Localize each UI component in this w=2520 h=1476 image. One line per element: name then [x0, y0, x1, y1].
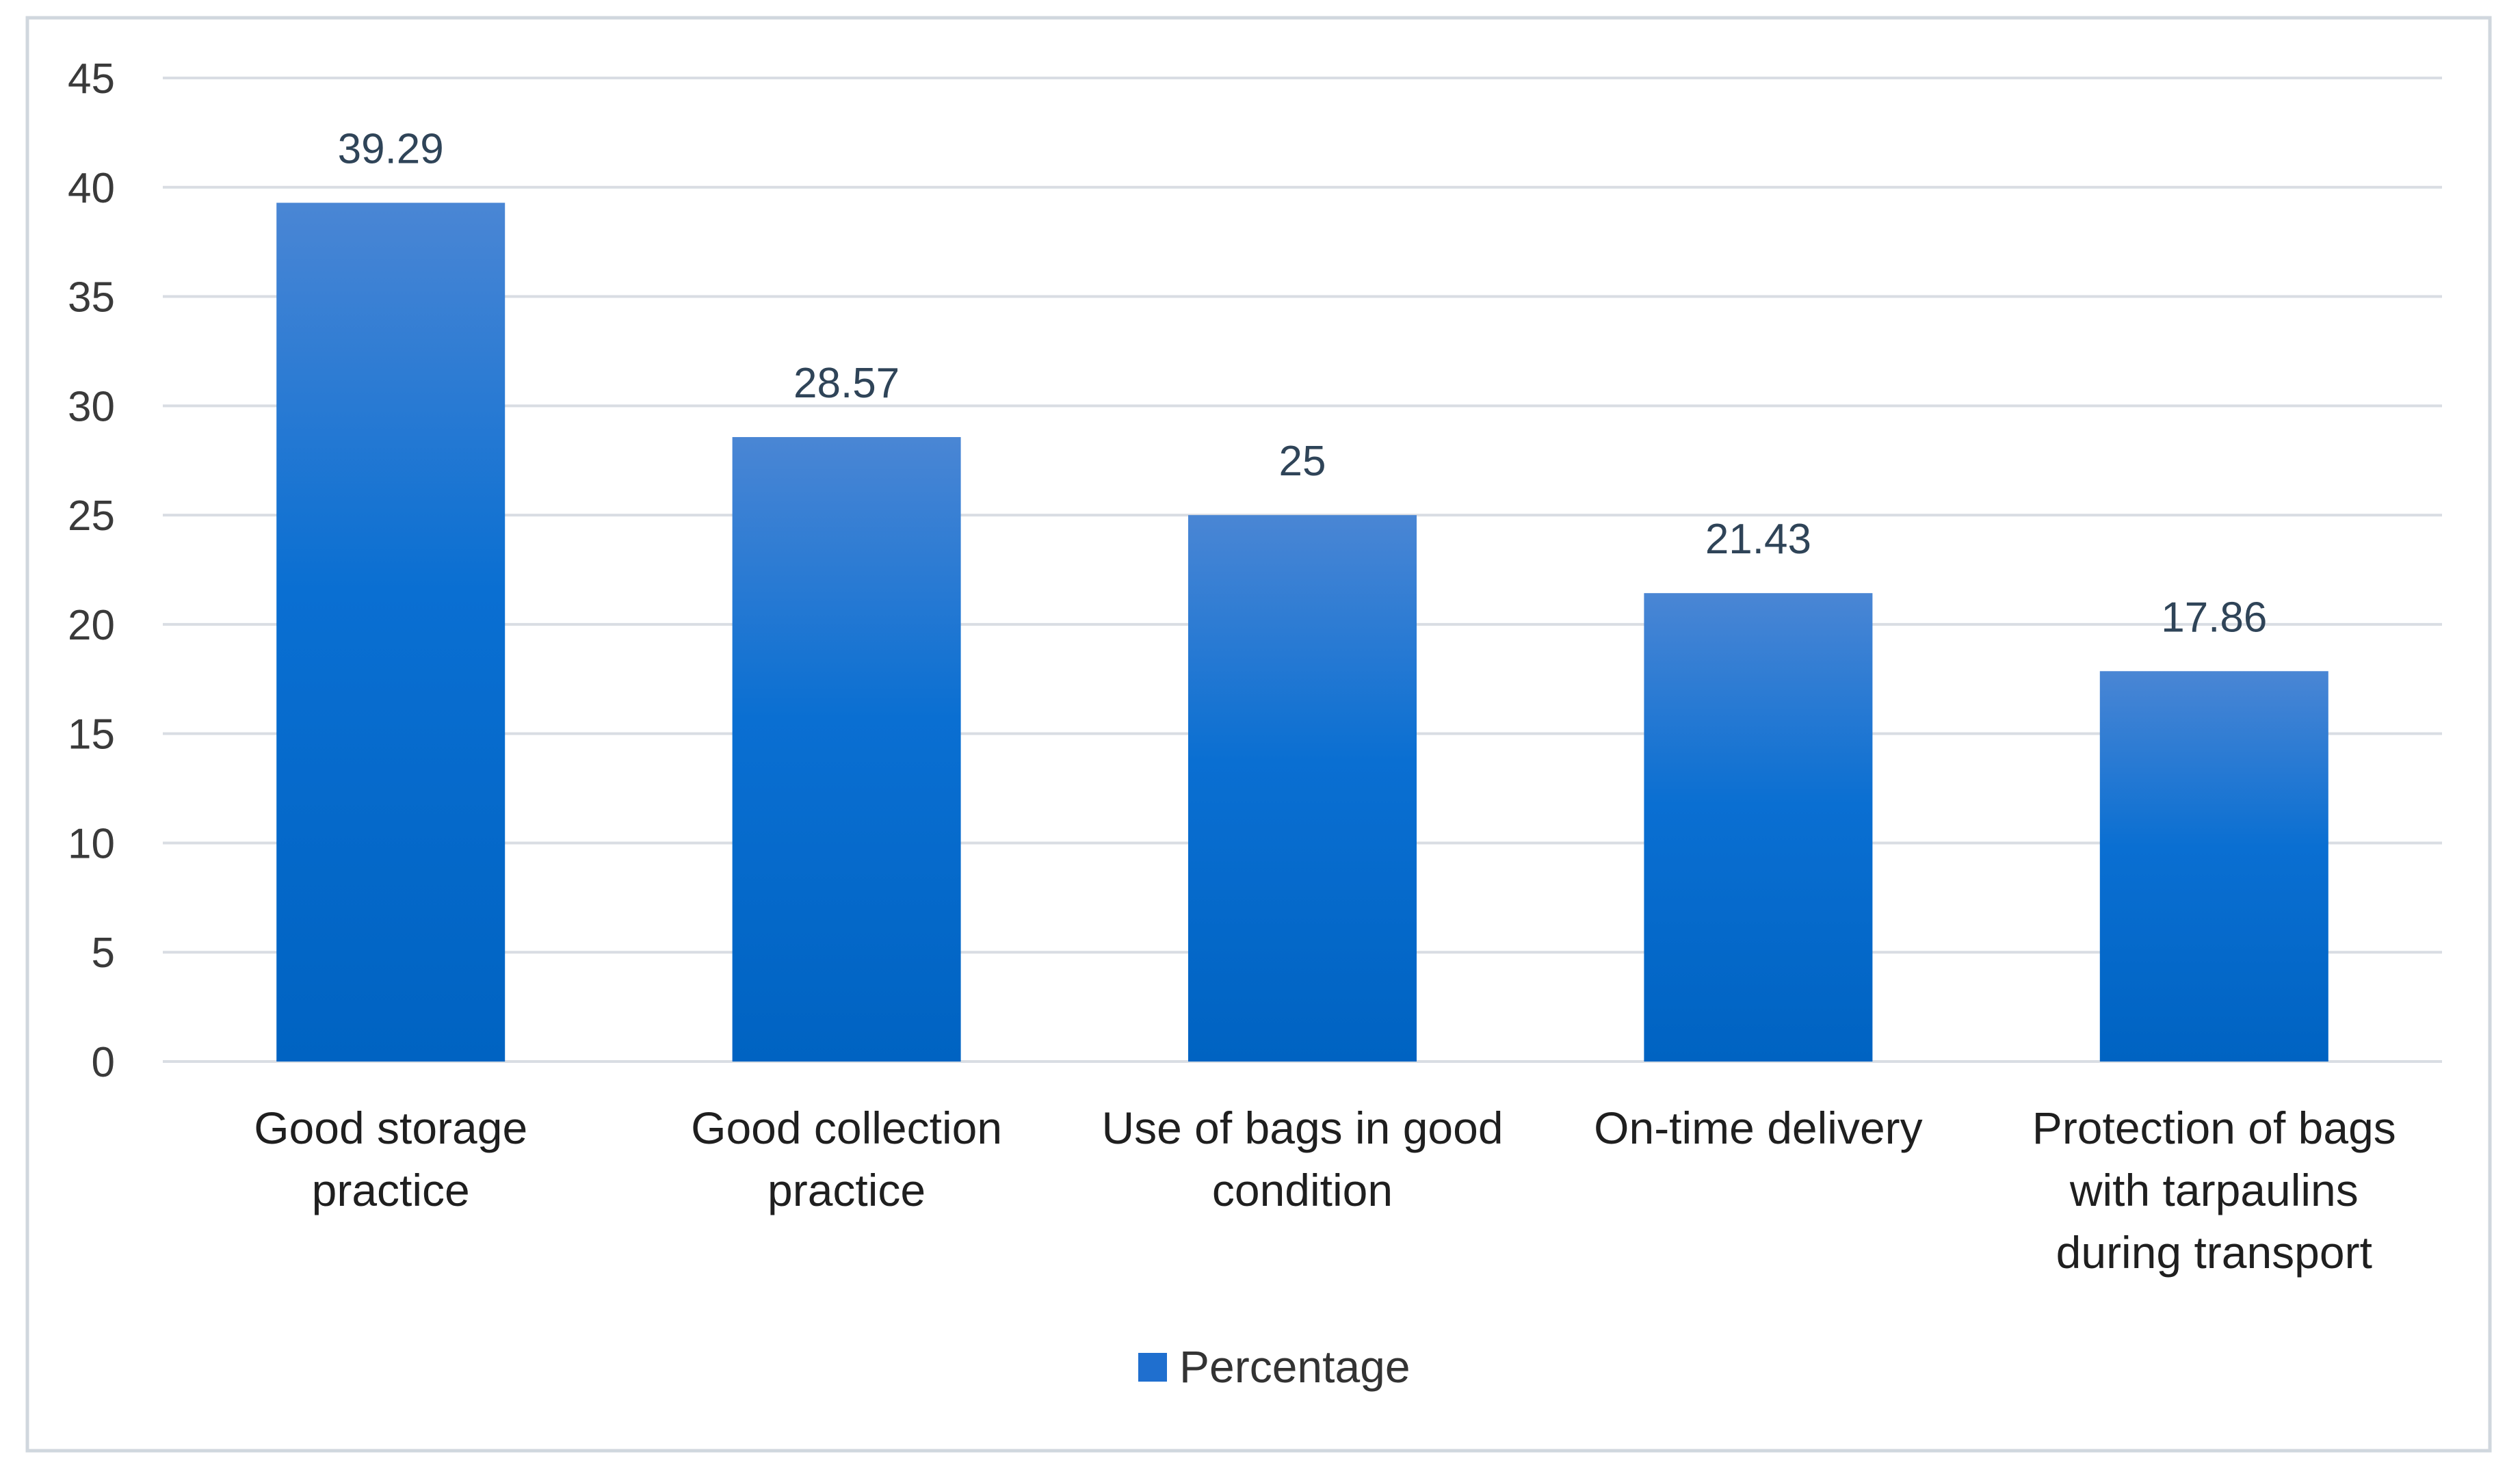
category-label-line: Good collection [691, 1103, 1002, 1153]
y-tick-label-35: 35 [68, 274, 115, 321]
category-label-line: Protection of bags [2032, 1103, 2396, 1153]
y-tick-label-15: 15 [68, 711, 115, 759]
data-label-4: 17.86 [2161, 594, 2267, 641]
category-label-line: On-time delivery [1594, 1103, 1922, 1153]
data-label-1: 28.57 [793, 360, 900, 407]
data-label-0: 39.29 [338, 125, 444, 172]
category-label-line: during transport [2056, 1227, 2372, 1278]
category-label-line: Good storage [254, 1103, 527, 1153]
category-label-2: Use of bags in good condition [1101, 1103, 1503, 1215]
legend: Percentage [1138, 1341, 1410, 1392]
y-tick-label-0: 0 [92, 1039, 115, 1086]
category-label-line: Use of bags in good [1101, 1103, 1503, 1153]
category-label-4: Protection of bags with tarpaulins during … [2032, 1103, 2396, 1278]
gridlines [163, 77, 2442, 1063]
category-label-line: practice [312, 1165, 470, 1215]
category-label-line: condition [1212, 1165, 1393, 1215]
legend-label-percentage: Percentage [1179, 1341, 1410, 1392]
x-axis-category-labels: Good storage practice Good collection pract… [254, 1103, 2396, 1278]
category-label-line: practice [767, 1165, 926, 1215]
data-label-2: 25 [1279, 438, 1326, 485]
y-axis-tick-labels: 0 5 10 15 20 25 30 35 40 45 [68, 55, 115, 1086]
legend-swatch [1138, 1353, 1167, 1382]
y-tick-label-5: 5 [92, 930, 115, 977]
y-tick-label-40: 40 [68, 165, 115, 212]
y-tick-label-30: 30 [68, 383, 115, 430]
bar-1 [732, 437, 961, 1062]
y-tick-label-25: 25 [68, 492, 115, 540]
y-tick-label-10: 10 [68, 820, 115, 867]
category-label-line: with tarpaulins [2069, 1165, 2359, 1215]
category-label-0: Good storage practice [254, 1103, 527, 1215]
data-label-3: 21.43 [1705, 516, 1811, 563]
bars [276, 202, 2328, 1062]
bar-4 [2099, 671, 2328, 1062]
y-tick-label-45: 45 [68, 55, 115, 103]
category-label-1: Good collection practice [691, 1103, 1002, 1215]
data-labels: 39.29 28.57 25 21.43 17.86 [338, 125, 2268, 641]
category-label-3: On-time delivery [1594, 1103, 1922, 1153]
y-tick-label-20: 20 [68, 602, 115, 649]
bar-2 [1188, 515, 1417, 1062]
bar-3 [1644, 593, 1873, 1062]
bar-0 [276, 202, 506, 1062]
